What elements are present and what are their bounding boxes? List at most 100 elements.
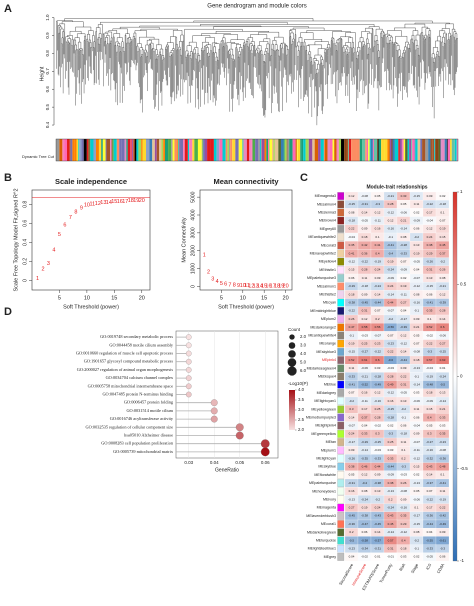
- module-color-strip: [189, 139, 193, 161]
- x-tick-label: 15: [111, 295, 117, 301]
- point-label: 4: [52, 247, 55, 253]
- point-label: 20: [139, 198, 145, 204]
- cell-label: 0.14: [375, 292, 381, 296]
- cell-label: -0.15: [348, 350, 355, 354]
- module-color-strip: [156, 139, 160, 161]
- cell-label: -0.33: [348, 374, 355, 378]
- cell-label: 0.07: [375, 309, 381, 313]
- legend-size-label: 3.0: [300, 343, 307, 348]
- cell-label: -0.08: [413, 350, 420, 354]
- cell-label: 0.29: [427, 251, 433, 255]
- dot: [185, 367, 192, 373]
- module-color-strip: [260, 139, 262, 161]
- cell-label: 0.17: [362, 407, 368, 411]
- row-label: MEcyan: [323, 301, 336, 305]
- row-label: MEmidnightblue: [310, 309, 336, 313]
- module-color-strip: [180, 139, 184, 161]
- legend-size-dot: [289, 334, 295, 340]
- color-scale-label: 0.5: [460, 281, 467, 286]
- module-color-strip: [305, 139, 309, 161]
- point-label: 5: [220, 281, 223, 287]
- module-color-strip: [184, 139, 188, 161]
- cell-label: 0.58: [362, 325, 368, 329]
- cell-label: 0.06: [401, 423, 407, 427]
- cell-label: -0.22: [374, 350, 381, 354]
- module-swatch: [337, 553, 345, 561]
- module-swatch: [337, 266, 345, 274]
- row-label: MEmagenta3: [315, 194, 336, 198]
- module-swatch: [337, 512, 345, 520]
- cell-label: -0.08: [439, 448, 446, 452]
- row-label: MEcoral1: [321, 522, 336, 526]
- module-color-strip: [362, 139, 366, 161]
- cell-label: 0.36: [362, 251, 368, 255]
- module-swatch: [337, 421, 345, 430]
- module-color-strip: [346, 139, 348, 161]
- cell-label: 0.1: [440, 473, 445, 477]
- cell-label: 0.11: [401, 440, 407, 444]
- module-swatch: [337, 446, 345, 455]
- module-color-strip: [121, 139, 125, 161]
- row-label: MEdarkgrey: [317, 391, 337, 395]
- cell-label: -0.06: [361, 366, 368, 370]
- cell-label: -0.07: [374, 333, 381, 337]
- cell-label: 0.07: [427, 489, 433, 493]
- point-label: 6: [63, 223, 66, 229]
- y-axis-label: Scale Free Topology Model Fit,signed R^2: [13, 188, 19, 291]
- module-color-strip: [292, 139, 296, 161]
- term-label: GO:2000027 regulation of animal organ mo…: [77, 367, 174, 372]
- cell-label: -0.16: [413, 300, 420, 304]
- cell-label: -0.22: [426, 497, 433, 501]
- module-color-strip: [297, 139, 301, 161]
- module-swatch: [337, 225, 345, 233]
- color-scale-label: 2.0: [298, 427, 305, 432]
- cell-label: -0.29: [348, 284, 355, 288]
- module-color-strip: [194, 139, 198, 161]
- term-label: GO:0044458 motile cilium assembly: [109, 342, 173, 347]
- module-swatch: [337, 479, 345, 487]
- cell-label: 0.12: [375, 391, 381, 395]
- module-color-strip: [438, 139, 441, 161]
- term-label: GO:0005739 mitochondrial matrix: [113, 449, 174, 454]
- row-label: MEpaleturquoise: [309, 481, 336, 485]
- cell-label: 0.26: [349, 317, 355, 321]
- cell-label: 0.07: [401, 259, 407, 263]
- module-color-strip: [403, 139, 406, 161]
- dot: [185, 383, 192, 390]
- dot: [210, 399, 218, 407]
- cell-label: 0.27: [440, 341, 446, 345]
- module-color-strip: [356, 139, 360, 161]
- cell-label: -0.23: [348, 546, 355, 550]
- cell-label: -0.05: [361, 218, 368, 222]
- cell-label: -0.23: [439, 440, 446, 444]
- cell-label: 0.14: [440, 317, 446, 321]
- cell-label: -0.5: [440, 382, 446, 386]
- module-color-strip: [368, 139, 370, 161]
- cell-label: -0.56: [387, 325, 394, 329]
- module-color-strip: [341, 139, 345, 161]
- module-color-strip: [258, 139, 260, 161]
- y-tick-label: 1000: [190, 263, 196, 274]
- cell-label: -0.47: [361, 522, 368, 526]
- cell-label: -0.24: [361, 497, 368, 501]
- cell-label: 0.48: [440, 464, 446, 468]
- module-color-strip: [249, 139, 252, 161]
- y-tick-label: 0.4: [45, 121, 50, 128]
- module-color-strip: [138, 139, 142, 161]
- cell-label: 0.25: [388, 440, 394, 444]
- cell-label: 0.52: [427, 325, 433, 329]
- cell-label: -0.12: [387, 391, 394, 395]
- dot: [185, 358, 192, 365]
- y-tick-label: 0.4: [22, 239, 28, 246]
- x-tick-label: 0.04: [210, 460, 219, 465]
- cell-label: 0.23: [375, 341, 381, 345]
- row-label: MElightsteelblue1: [308, 547, 336, 551]
- module-color-strip: [93, 139, 96, 161]
- cell-label: -0.07: [348, 423, 355, 427]
- module-swatch: [337, 544, 345, 553]
- row-label: MEnavajowhite2: [310, 251, 336, 255]
- module-color-strip: [284, 139, 287, 161]
- module-color-strip: [164, 139, 169, 161]
- legend-size-label: 5.0: [300, 360, 307, 365]
- row-label: MEmagenta: [317, 506, 336, 510]
